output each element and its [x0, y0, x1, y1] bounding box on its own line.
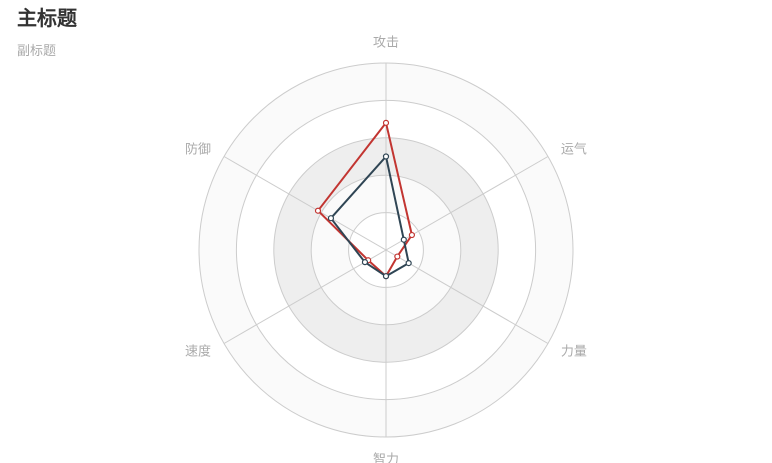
series-1-point-0[interactable] [382, 153, 390, 160]
series-layer [314, 119, 416, 280]
axis-line-5 [223, 156, 387, 251]
series-0-point-0[interactable] [382, 119, 390, 126]
axis-line-4 [223, 249, 387, 344]
series-1-point-5[interactable] [327, 215, 335, 222]
series-0-point-1[interactable] [408, 231, 416, 239]
axis-label-4: 速度 [185, 344, 211, 360]
axis-label-0: 攻击 [373, 36, 399, 51]
series-1-point-3[interactable] [382, 273, 390, 280]
series-1-point-2[interactable] [405, 259, 412, 267]
axis-label-5: 防御 [185, 142, 211, 158]
series-0-point-5[interactable] [314, 207, 322, 214]
chart-title: 主标题 [17, 6, 77, 30]
axis-line-2 [385, 249, 549, 344]
axis-label-3: 智力 [373, 453, 399, 463]
axis-label-1: 运气 [561, 142, 587, 158]
series-1-point-1[interactable] [400, 236, 407, 243]
series-1-point-4[interactable] [361, 259, 369, 266]
series-0-point-2[interactable] [394, 253, 401, 260]
axis-label-2: 力量 [561, 345, 587, 360]
chart-subtitle: 副标题 [17, 44, 57, 59]
